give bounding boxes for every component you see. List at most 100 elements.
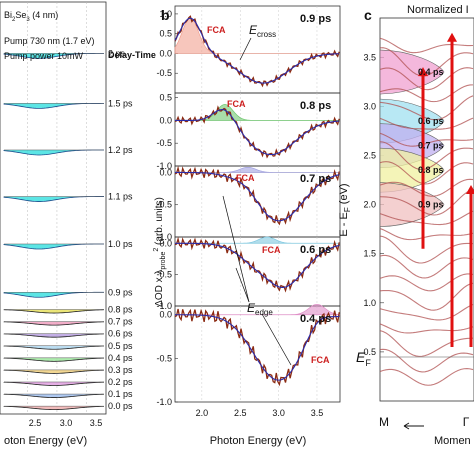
panel-b-fit-curve [174,109,340,156]
panel-a-delay-label: 0.8 ps [108,305,133,315]
panel-c-header: Normalized I [407,4,469,16]
panel-b-ytick: 0.0 [159,310,172,320]
panel-a-grid [27,2,87,414]
fca-label-0.7ps: FCA [236,173,255,183]
panel-c-delay-label: 0.9 ps [418,200,444,210]
panel-a-trace-line [3,321,105,326]
panel-a-delay-label: 0.1 ps [108,389,133,399]
panel-a-delay-label: 1.0 ps [108,239,133,249]
panel-c-delay-label: 0.7 ps [418,141,444,151]
panel-a-delay-label: 0.5 ps [108,341,133,351]
panel-c-ylabel: E - EF (eV) [338,183,352,236]
panel-c-arrows [418,32,474,347]
panel-c-ytick: 2.5 [363,150,376,160]
panel-a-trace-fill [4,243,104,249]
panel-b-delay-label: 0.4 ps [300,313,331,325]
panel-b-ytick: -0.5 [156,353,172,363]
panel-a-trace-fill [4,53,104,59]
e-edge-label: Eedge [247,301,273,317]
panel-a-trace-line [3,357,105,362]
panel-b-delay-label: 0.6 ps [300,244,331,256]
k-label-gamma: Γ [463,415,470,429]
ef-label: EF [356,349,371,368]
panel-c-band [379,303,474,321]
panel-a-delay-label: 1.1 ps [108,192,133,202]
panel-c-band [379,254,474,279]
panel-c-band [379,178,474,197]
panel-b-subplot: -0.5 0.0 0.5 1.0 0.9 ps [156,5,341,94]
panel-b-ytick: -0.5 [156,68,172,78]
panel-c-ytick: 1.0 [363,298,376,308]
e-cross-label: Ecross [249,23,276,39]
panel-c-letter: c [364,7,372,23]
panel-c-density-overlay [379,49,445,227]
panel-b-ytick: 0.5 [159,29,172,39]
panel-a-pump-power: Pump power 10mW [4,51,84,61]
panel-a-trace-fill [4,345,104,350]
panel-c-arrowhead [466,184,474,194]
panel-a-delay-header: Delay-Time [108,50,156,60]
panel-b-xticks: 2.0 2.5 3.0 3.5 [196,408,324,418]
panel-b-subplots: -0.50.00.51.0 0.9 ps-1.0-0.50.00.50.8 ps-… [156,5,341,407]
panel-c-band [379,330,474,357]
panel-b-ytick: 0.0 [159,167,172,177]
panel-a-delay-label: 0.9 ps [108,287,133,297]
panel-a-trace-fill [4,381,104,386]
panel-a-trace-fill [4,103,104,109]
panel-a-delay-label: 1.2 ps [108,145,133,155]
panel-c-ytick: 0.5 [363,347,376,357]
panel-b-ytick: -0.5 [156,200,172,210]
panel-a-trace-fill [4,321,104,326]
panel-b-fit-curve [174,314,340,381]
panel-c: c Normalized I 0.5 1.0 1.5 2.0 2.5 3.0 3.5 E -… [338,4,474,447]
panel-b-xtick: 2.5 [234,408,247,418]
panel-b-fit-curve [174,171,340,222]
panel-a-trace-fill [4,357,104,362]
panel-a-pump: Pump 730 nm (1.7 eV) [4,36,95,46]
panel-b-fit-curve [174,242,340,288]
panel-b-xtick: 3.5 [311,408,324,418]
fca-label-0.8ps: FCA [227,99,246,109]
panel-b-ytick: -1.0 [156,301,172,311]
panel-a-delay-label: 1.5 ps [108,98,133,108]
panel-c-band [379,227,474,241]
momentum-arrow-left [403,422,424,430]
panel-c-ytick: 3.0 [363,101,376,111]
panel-b-ytick: -1.0 [156,161,172,171]
panel-c-band [379,95,474,121]
panel-a-trace-fill [4,394,104,398]
panel-c-band [379,368,474,386]
panel-a-trace-line [3,345,105,350]
panel-a-trace-line [3,333,105,338]
panel-b-subplot: -1.0 -0.5 0.0 0.7 ps [156,165,341,242]
panel-a-trace-line [3,309,105,314]
panel-b-ytick: 0.0 [159,238,172,248]
panel-a-trace-fill [4,309,104,314]
panel-a-traces [3,52,105,411]
panel-c-band [379,235,474,264]
panel-a-trace-fill [4,149,104,155]
panel-b-subplot: -1.0 -0.5 0.0 0.6 ps [156,236,341,311]
panel-a-xtick-3.5: 3.5 [90,418,103,428]
panel-c-delay-label: 0.8 ps [418,165,444,175]
panel-b-xtick: 3.0 [272,408,285,418]
fca-label-0.9ps: FCA [207,25,226,35]
panel-c-band [379,348,474,373]
panel-a-delay-label: 2 ps [108,48,126,58]
panel-a-delay-label: 0.7 ps [108,317,133,327]
panel-b-xtick: 2.0 [196,408,209,418]
panel-c-band [379,161,474,185]
panel-b-delay-label: 0.7 ps [300,173,331,185]
panel-c-band [379,210,474,226]
panel-a-trace-line [3,369,105,374]
panel-a-trace-fill [4,292,104,298]
panel-b-ytick: -0.5 [156,270,172,280]
panel-a-xtick-2.5: 2.5 [29,418,42,428]
panel-b-subplot: -1.0 -0.5 0.0 0.5 0.8 ps [156,93,341,171]
panel-a-xtick-3.0: 3.0 [60,418,73,428]
panel-b-delay-label: 0.8 ps [300,100,331,112]
panel-c-xlabel: Momen [434,435,471,447]
panel-a-trace-line [3,381,105,386]
panel-b-ytick: 0.0 [159,48,172,58]
panel-a-trace-line [3,405,105,411]
